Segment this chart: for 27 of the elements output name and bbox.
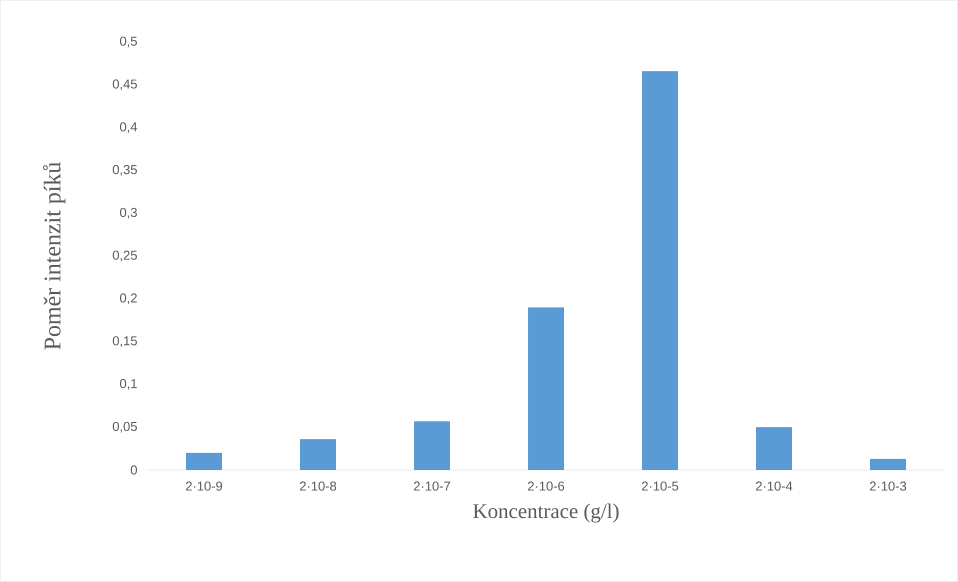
bar <box>642 71 678 470</box>
bar <box>870 458 906 470</box>
x-tick-label: 2·10-8 <box>300 482 336 491</box>
y-tick-label: 0 <box>130 465 137 475</box>
y-tick-label: 0,05 <box>112 422 137 433</box>
x-tick-label: 2·10-7 <box>414 482 450 491</box>
y-axis-title: Poměr intenzit píků <box>43 162 66 350</box>
x-tick-label: 2·10-6 <box>528 482 564 491</box>
x-tick-label: 2·10-9 <box>186 482 222 491</box>
bar <box>300 439 336 470</box>
bar <box>414 421 450 470</box>
bar <box>186 452 222 470</box>
y-tick-label: 0,15 <box>112 336 137 347</box>
bar <box>756 427 792 470</box>
y-tick-label: 0,5 <box>120 36 137 48</box>
x-tick-label: 2·10-5 <box>642 482 678 491</box>
y-tick-label: 0,3 <box>120 208 137 219</box>
x-tick-label: 2·10-4 <box>756 482 792 491</box>
bar <box>528 307 564 470</box>
x-tick-label: 2·10-3 <box>870 482 906 491</box>
y-tick-label: 0,45 <box>112 79 137 90</box>
x-axis-title: Koncentrace (g/l) <box>473 504 619 523</box>
y-tick-label: 0,2 <box>120 293 137 304</box>
y-tick-label: 0,35 <box>112 165 137 176</box>
y-tick-label: 0,4 <box>120 122 138 133</box>
y-tick-label: 0,25 <box>112 250 137 262</box>
y-tick-label: 0,1 <box>120 379 137 390</box>
